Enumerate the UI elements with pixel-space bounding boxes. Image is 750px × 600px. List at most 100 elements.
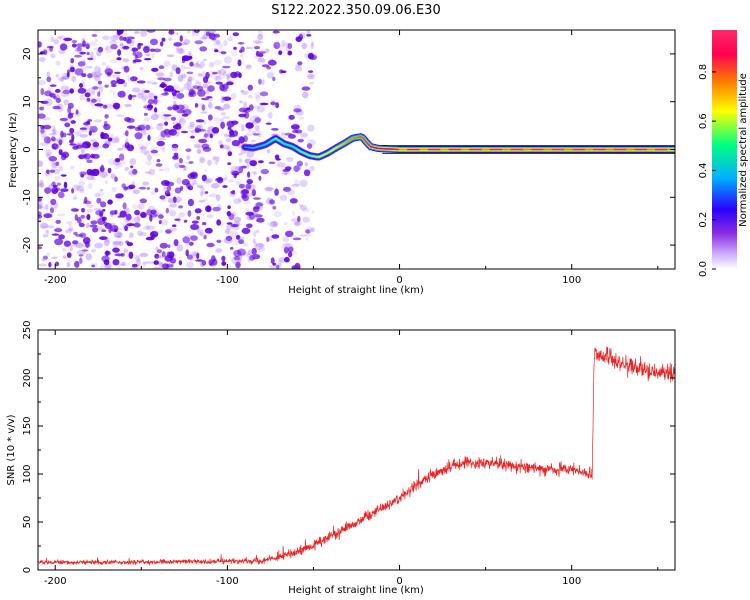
noise-blob — [201, 190, 208, 195]
noise-blob — [226, 147, 232, 153]
noise-blob — [62, 248, 66, 252]
noise-blob — [103, 123, 111, 131]
noise-blob — [189, 61, 194, 67]
noise-blob — [91, 264, 96, 268]
noise-blob — [306, 143, 313, 149]
noise-blob — [204, 133, 208, 138]
noise-blob — [187, 30, 191, 34]
noise-blob — [207, 214, 214, 219]
noise-blob — [38, 113, 46, 119]
noise-blob — [216, 219, 222, 226]
noise-blob — [76, 47, 82, 52]
noise-blob — [220, 51, 227, 55]
noise-blob — [197, 73, 203, 77]
noise-blob — [187, 198, 194, 207]
colorbar-tick-label: 0.4 — [698, 162, 709, 178]
noise-blob — [192, 63, 201, 68]
noise-blob — [86, 87, 95, 95]
noise-blob — [193, 252, 198, 255]
noise-blob — [225, 228, 231, 235]
noise-blob — [217, 43, 224, 50]
noise-blob — [212, 126, 220, 134]
noise-blob — [186, 79, 192, 87]
noise-blob — [204, 130, 213, 135]
noise-blob — [247, 255, 252, 263]
noise-blob — [141, 129, 147, 136]
noise-blob — [194, 103, 199, 108]
noise-blob — [84, 65, 93, 69]
noise-blob — [119, 42, 124, 47]
noise-blob — [77, 87, 87, 94]
colorbar-tick-label: 0.8 — [698, 64, 709, 80]
noise-blob — [269, 234, 273, 242]
noise-blob — [112, 247, 120, 253]
noise-blob — [253, 206, 261, 210]
noise-blob — [82, 143, 87, 149]
noise-blob — [257, 33, 264, 41]
noise-blob — [210, 30, 217, 34]
noise-blob — [107, 158, 117, 166]
noise-blob — [161, 92, 169, 96]
noise-blob — [218, 140, 223, 146]
noise-blob — [145, 222, 149, 230]
noise-blob — [258, 78, 262, 85]
noise-blob — [268, 161, 276, 165]
noise-blob — [90, 103, 96, 107]
noise-blob — [258, 160, 264, 164]
noise-blob — [167, 106, 173, 111]
noise-blob — [196, 184, 204, 188]
noise-blob — [197, 89, 206, 97]
noise-blob — [122, 202, 127, 210]
snr-series-line — [38, 346, 675, 566]
noise-blob — [130, 76, 138, 82]
noise-blob — [195, 259, 204, 262]
noise-blob — [96, 197, 102, 204]
noise-blob — [129, 232, 134, 239]
noise-blob — [226, 223, 234, 230]
noise-blob — [264, 186, 273, 192]
noise-blob — [240, 46, 245, 53]
noise-blob — [183, 66, 192, 70]
noise-blob — [93, 65, 101, 74]
noise-blob — [130, 217, 136, 221]
noise-blob — [75, 144, 84, 149]
noise-blob — [266, 66, 272, 70]
noise-blob — [90, 220, 98, 225]
noise-blob — [161, 197, 167, 202]
noise-blob — [46, 45, 54, 49]
noise-blob — [71, 188, 75, 194]
noise-blob — [66, 252, 72, 258]
noise-blob — [104, 222, 112, 229]
noise-blob — [201, 71, 207, 78]
noise-blob — [194, 125, 202, 130]
noise-blob — [189, 256, 195, 261]
noise-blob — [85, 222, 90, 229]
noise-blob — [307, 52, 315, 60]
noise-blob — [150, 234, 156, 240]
noise-blob — [190, 171, 198, 177]
noise-blob — [182, 55, 190, 61]
noise-blob — [93, 207, 102, 212]
noise-blob — [267, 59, 277, 66]
noise-blob — [286, 156, 294, 162]
noise-blob — [191, 224, 200, 229]
noise-blob — [134, 126, 142, 131]
noise-blob — [154, 253, 160, 259]
noise-blob — [145, 171, 152, 174]
noise-blob — [203, 234, 207, 240]
noise-blob — [176, 104, 185, 111]
noise-blob — [54, 228, 63, 233]
noise-blob — [168, 227, 177, 232]
noise-blob — [308, 70, 314, 73]
noise-blob — [79, 128, 89, 133]
noise-blob — [81, 249, 89, 252]
noise-blob — [231, 139, 241, 147]
noise-blob — [198, 150, 204, 155]
noise-blob — [233, 198, 242, 204]
noise-blob — [198, 200, 206, 203]
noise-blob — [253, 46, 261, 50]
noise-blob — [287, 50, 293, 56]
noise-blob — [55, 97, 61, 104]
noise-blob — [150, 191, 156, 195]
noise-blob — [230, 165, 239, 172]
